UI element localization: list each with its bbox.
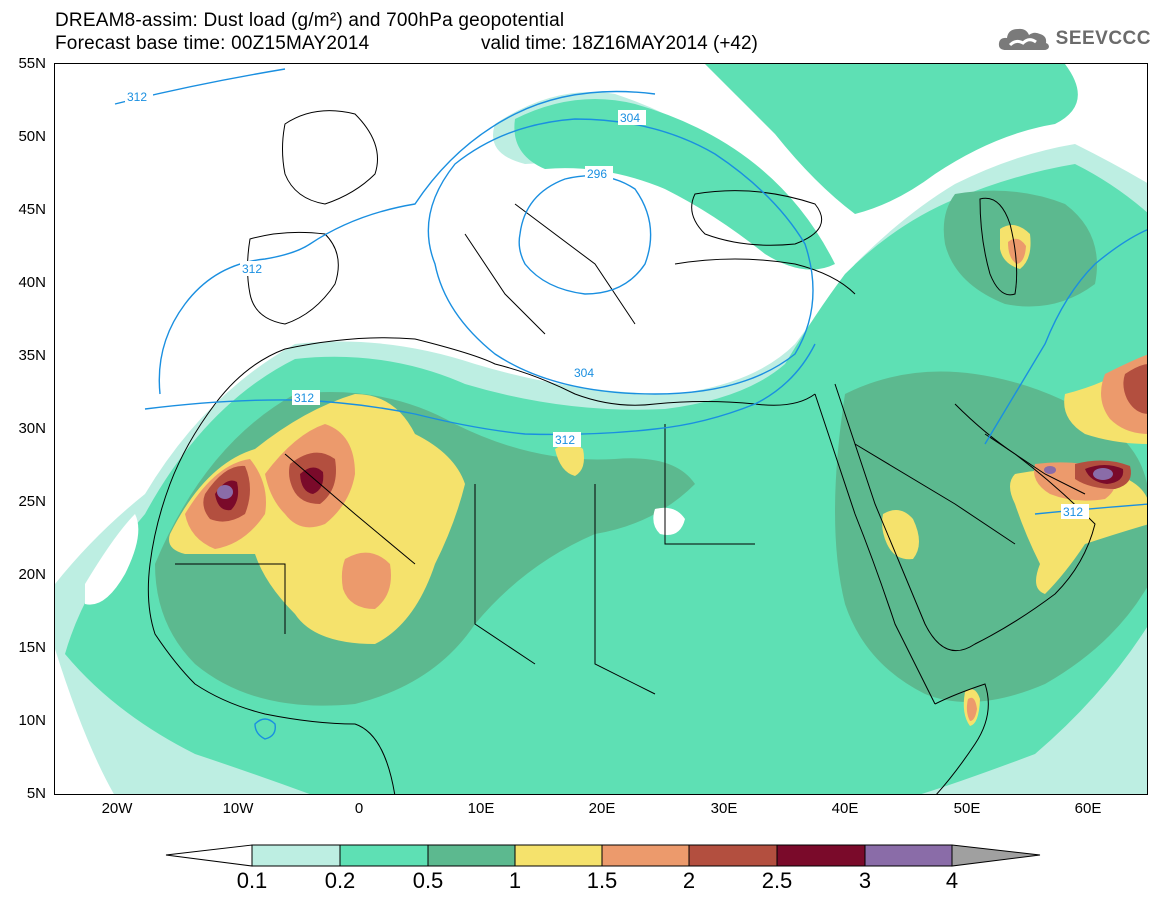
- africa-west-coast: [147, 403, 396, 794]
- lat-label: 50N: [18, 128, 46, 145]
- dust-level-2.5-b: [300, 467, 324, 494]
- colorbar-low-arrow: [165, 844, 253, 867]
- lon-label: 50E: [953, 800, 981, 817]
- lat-label: 25N: [18, 493, 46, 510]
- africa-border-1: [284, 453, 416, 565]
- contour-label: 312: [242, 262, 262, 276]
- colorbar-box: [864, 844, 953, 867]
- colorbar-box: [688, 844, 778, 867]
- colorbar-label: 1: [508, 868, 522, 893]
- contour-label: 312: [127, 90, 147, 104]
- dust-level-3: [217, 485, 233, 499]
- map-canvas: 312 304 296 304 312 312 312 312: [55, 64, 1147, 794]
- dust-level-1-oman: [1010, 469, 1147, 594]
- lat-label: 30N: [18, 420, 46, 437]
- dust-shading: [55, 64, 1147, 794]
- colorbar: [165, 844, 1041, 867]
- dust-level-3-oman: [1093, 468, 1113, 480]
- balkans: [514, 203, 636, 325]
- lat-label: 10N: [18, 712, 46, 729]
- lat-label: 55N: [18, 55, 46, 72]
- colorbar-box: [776, 844, 866, 867]
- lon-label: 10E: [467, 800, 495, 817]
- lon-label: 20E: [588, 800, 616, 817]
- contour-296: [518, 174, 652, 295]
- contour-312-east: [984, 229, 1147, 445]
- contour-label: 296: [587, 167, 607, 181]
- colorbar-box: [601, 844, 690, 867]
- contour-label: 312: [1063, 505, 1083, 519]
- dust-hole-atlantic: [85, 514, 139, 605]
- colorbar-label: 0.2: [324, 868, 356, 893]
- colorbar-box: [339, 844, 429, 867]
- colorbar-label: 3: [858, 868, 872, 893]
- dust-level-1-arabia: [882, 510, 919, 560]
- contour-312-wafrica: [254, 718, 276, 740]
- lon-label: 10W: [222, 800, 254, 817]
- contour-304: [427, 118, 814, 395]
- dust-level-1.5-somalia: [966, 697, 977, 721]
- lon-label: 60E: [1074, 800, 1102, 817]
- red-sea-west: [814, 393, 936, 705]
- lat-label: 15N: [18, 639, 46, 656]
- africa-border-5: [175, 563, 286, 634]
- colorbar-label: 2: [682, 868, 696, 893]
- contour-312-south: [144, 343, 816, 436]
- iberia-coast: [247, 231, 339, 325]
- map-title: DREAM8-assim: Dust load (g/m²) and 700hP…: [55, 10, 565, 31]
- caspian-sea: [979, 197, 1018, 296]
- dust-level-1-chad: [555, 444, 584, 476]
- dust-hole-sudan: [653, 507, 685, 535]
- lat-label: 45N: [18, 201, 46, 218]
- colorbar-label: 0.5: [412, 868, 444, 893]
- dust-level-1.5-caspian: [1008, 238, 1026, 264]
- dust-level-2-iran: [1123, 364, 1147, 414]
- contour-label: 304: [620, 111, 640, 125]
- colorbar-label: 4: [945, 868, 959, 893]
- africa-north-coast: [214, 337, 816, 406]
- colorbar-label: 2.5: [761, 868, 793, 893]
- map-area: 312 304 296 304 312 312 312 312: [54, 63, 1148, 795]
- africa-border-4: [664, 424, 755, 545]
- colorbar-high-arrow: [951, 844, 1041, 867]
- lon-label: 40E: [831, 800, 859, 817]
- colorbar-box: [427, 844, 516, 867]
- valid-time: valid time: 18Z16MAY2014 (+42): [481, 33, 758, 54]
- turkey: [674, 258, 856, 295]
- colorbar-box: [251, 844, 341, 867]
- horn-africa: [934, 683, 989, 794]
- contour-label: 312: [294, 391, 314, 405]
- contour-label: 304: [574, 366, 594, 380]
- lat-label: 35N: [18, 347, 46, 364]
- dust-level-0.2-north: [514, 99, 835, 270]
- contour-label: 312: [555, 433, 575, 447]
- lat-label: 40N: [18, 274, 46, 291]
- lon-label: 30E: [710, 800, 738, 817]
- persian-gulf: [984, 433, 1086, 495]
- logo-text: SEEVCCC: [1055, 28, 1151, 49]
- dust-level-3-oman-b: [1044, 466, 1056, 474]
- africa-border-3: [594, 484, 656, 695]
- contour-312-main: [158, 90, 656, 395]
- seevccc-logo: SEEVCCC: [996, 24, 1151, 54]
- africa-border-2: [474, 484, 536, 665]
- lon-label: 0: [354, 800, 364, 817]
- forecast-base-time: Forecast base time: 00Z15MAY2014: [55, 33, 370, 54]
- colorbar-box: [514, 844, 603, 867]
- colorbar-label: 1.5: [586, 868, 618, 893]
- dust-level-0.5-me: [835, 371, 1147, 702]
- cloud-icon: [998, 28, 1049, 50]
- lat-label: 5N: [26, 785, 46, 802]
- france-uk: [282, 110, 378, 205]
- italy: [464, 233, 546, 335]
- lon-label: 20W: [101, 800, 133, 817]
- dust-level-1.5-c: [341, 552, 391, 609]
- dust-level-0.2-ne: [705, 64, 1078, 214]
- arabia-coast: [834, 383, 1096, 652]
- colorbar-label: 0.1: [236, 868, 268, 893]
- arabia-border: [854, 443, 1016, 545]
- contour-labels: 312 304 296 304 312 312 312 312: [125, 89, 1089, 519]
- lat-label: 20N: [18, 566, 46, 583]
